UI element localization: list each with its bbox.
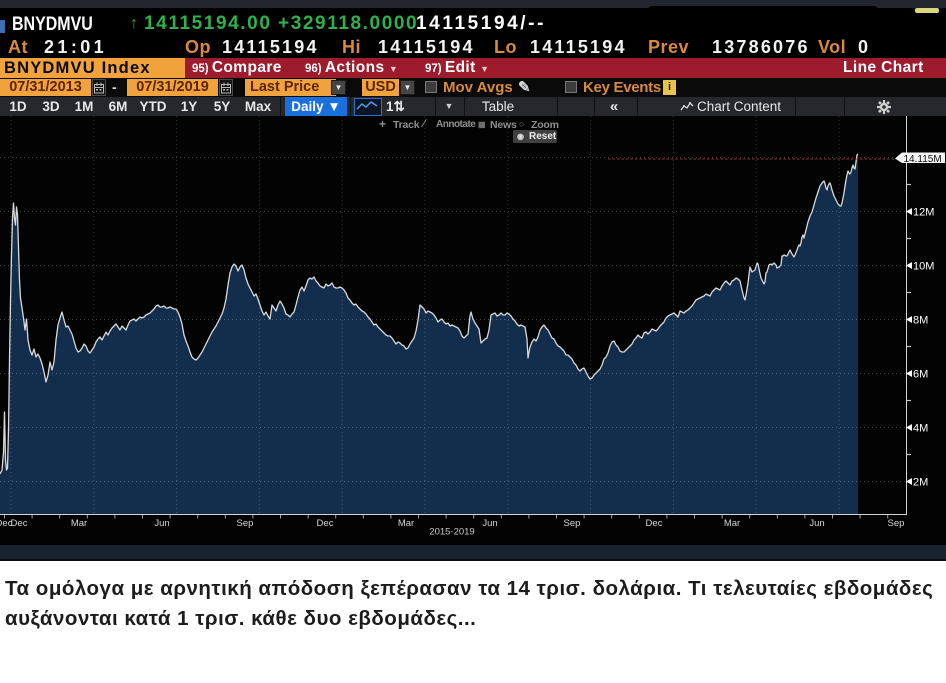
svg-text:Mar: Mar xyxy=(724,518,740,529)
svg-text:Sep: Sep xyxy=(888,518,905,529)
svg-text:4M: 4M xyxy=(913,423,928,435)
svg-text:10M: 10M xyxy=(913,261,934,273)
svg-text:Jun: Jun xyxy=(809,518,824,529)
svg-text:2015-2019: 2015-2019 xyxy=(429,527,474,538)
svg-text:Dec: Dec xyxy=(0,518,13,529)
svg-text:6M: 6M xyxy=(913,369,928,381)
svg-text:Sep: Sep xyxy=(564,518,581,529)
svg-text:Dec: Dec xyxy=(11,518,28,529)
svg-text:Jun: Jun xyxy=(154,518,169,529)
svg-text:Jun: Jun xyxy=(482,518,497,529)
svg-text:14.115M: 14.115M xyxy=(904,154,942,165)
svg-text:Dec: Dec xyxy=(646,518,663,529)
svg-text:Mar: Mar xyxy=(71,518,87,529)
svg-text:12M: 12M xyxy=(913,207,934,219)
svg-text:Dec: Dec xyxy=(317,518,334,529)
svg-text:8M: 8M xyxy=(913,315,928,327)
svg-text:Mar: Mar xyxy=(398,518,414,529)
svg-text:2M: 2M xyxy=(913,477,928,489)
svg-text:Sep: Sep xyxy=(237,518,254,529)
